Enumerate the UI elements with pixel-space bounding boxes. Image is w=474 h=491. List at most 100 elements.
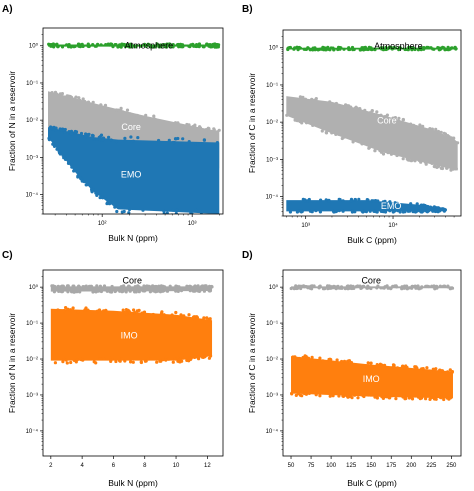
scatter-point <box>350 45 355 50</box>
scatter-point <box>349 199 353 203</box>
scatter-point <box>91 290 95 294</box>
scatter-point <box>120 357 124 361</box>
scatter-point <box>76 310 80 314</box>
scatter-point <box>410 394 414 399</box>
scatter-point <box>400 285 404 289</box>
series-emo-points <box>47 125 219 214</box>
scatter-point <box>171 208 175 212</box>
scatter-point <box>86 308 90 312</box>
scatter-point <box>351 140 355 144</box>
y-axis-label: Fraction of C in a reservoir <box>247 313 257 413</box>
scatter-point <box>300 96 304 100</box>
scatter-point <box>442 207 446 212</box>
scatter-point <box>95 193 99 197</box>
scatter-point <box>52 290 57 294</box>
scatter-point <box>54 126 58 130</box>
scatter-point <box>448 286 452 290</box>
scatter-point <box>380 46 384 50</box>
scatter-point <box>79 177 83 181</box>
series-layer <box>50 284 214 365</box>
scatter-point <box>187 44 191 48</box>
scatter-point <box>350 210 354 214</box>
scatter-point <box>452 136 456 140</box>
x-axis-label: Bulk C (ppm) <box>347 235 397 245</box>
scatter-point <box>66 290 70 294</box>
scatter-point <box>129 135 133 139</box>
scatter-point <box>187 357 191 361</box>
scatter-point <box>302 47 306 51</box>
scatter-point <box>339 285 344 289</box>
scatter-point <box>354 285 358 289</box>
y-tick-label: 10⁰ <box>269 284 279 291</box>
scatter-point <box>130 311 134 316</box>
scatter-point <box>207 353 211 357</box>
scatter-point <box>336 284 340 288</box>
scatter-point <box>165 45 169 49</box>
scatter-point <box>215 141 219 145</box>
scatter-point <box>385 113 389 117</box>
scatter-point <box>297 209 302 213</box>
scatter-point <box>174 289 178 293</box>
scatter-point <box>202 289 206 293</box>
scatter-point <box>420 285 424 289</box>
scatter-point <box>181 137 185 141</box>
scatter-point <box>131 360 135 364</box>
scatter-point <box>146 357 151 361</box>
scatter-point <box>74 95 78 99</box>
scatter-point <box>413 284 417 288</box>
scatter-point <box>129 360 133 364</box>
y-tick-label: 10⁻⁴ <box>266 428 279 435</box>
scatter-point <box>50 284 54 288</box>
scatter-point <box>155 360 159 364</box>
scatter-point <box>368 111 372 115</box>
scatter-point <box>47 138 52 142</box>
scatter-point <box>398 210 402 214</box>
scatter-point <box>134 45 138 49</box>
x-tick-label: 6 <box>112 463 116 469</box>
x-tick-label: 2 <box>49 463 53 469</box>
scatter-point <box>332 48 336 52</box>
y-axis-label: Fraction of N in a reservoir <box>7 313 17 413</box>
scatter-point <box>95 284 99 288</box>
scatter-point <box>109 359 113 363</box>
scatter-point <box>430 161 434 165</box>
scatter-point <box>410 397 415 401</box>
y-tick-label: 10⁰ <box>29 284 39 291</box>
y-axis-label: Fraction of C in a reservoir <box>247 73 257 173</box>
scatter-point <box>103 103 108 107</box>
scatter-point <box>293 390 297 394</box>
scatter-point <box>133 311 137 315</box>
scatter-point <box>395 153 399 158</box>
scatter-point <box>388 209 392 213</box>
scatter-point <box>395 366 400 370</box>
scatter-point <box>377 364 381 368</box>
scatter-point <box>177 358 181 362</box>
scatter-point <box>431 209 435 213</box>
scatter-point <box>308 209 312 213</box>
scatter-point <box>292 287 296 291</box>
y-tick-label: 10⁻⁴ <box>26 192 39 199</box>
scatter-point <box>366 143 370 147</box>
scatter-point <box>64 306 68 310</box>
scatter-point <box>65 361 69 365</box>
scatter-point <box>387 395 391 399</box>
scatter-point <box>167 138 171 142</box>
scatter-point <box>358 48 362 52</box>
scatter-point <box>349 361 354 365</box>
scatter-point <box>334 101 338 106</box>
scatter-point <box>119 206 123 210</box>
scatter-point <box>326 45 330 49</box>
y-tick-label: 10⁻¹ <box>26 321 38 327</box>
scatter-point <box>294 393 298 397</box>
scatter-point <box>373 395 377 399</box>
scatter-point <box>213 208 217 213</box>
scatter-point <box>365 198 369 202</box>
scatter-point <box>304 121 309 125</box>
scatter-point <box>212 128 216 132</box>
scatter-point <box>323 47 328 52</box>
scatter-point <box>386 151 390 155</box>
scatter-point <box>196 284 200 288</box>
scatter-point <box>369 361 373 365</box>
scatter-point <box>96 42 100 47</box>
series-emo-band <box>47 127 220 214</box>
